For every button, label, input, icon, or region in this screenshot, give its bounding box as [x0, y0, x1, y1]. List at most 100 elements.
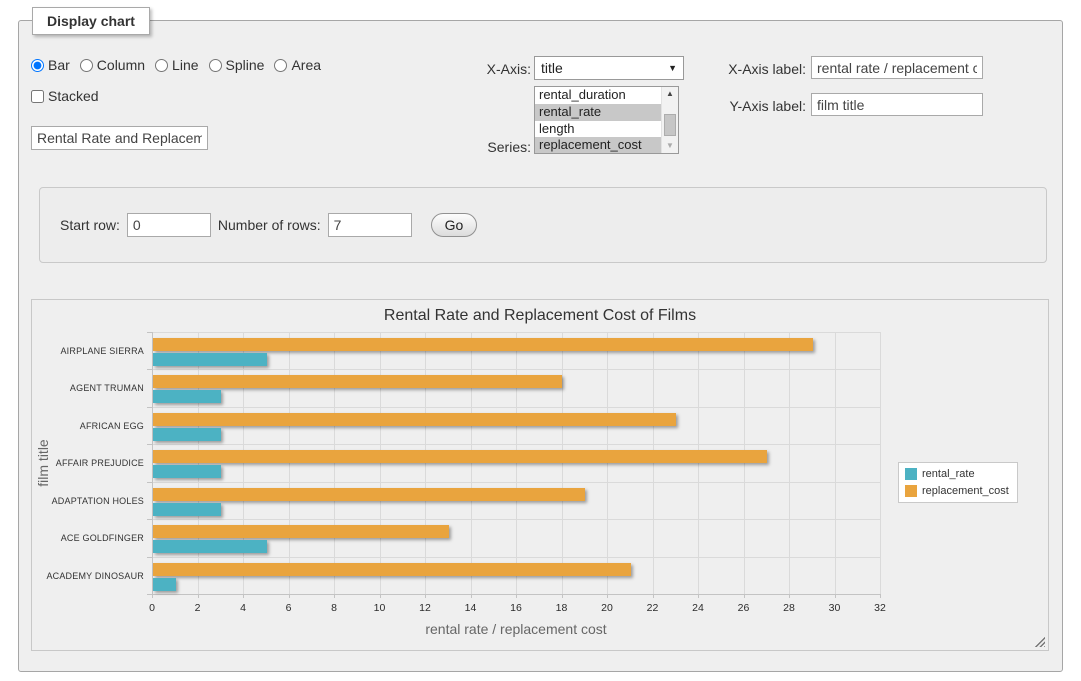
chart-type-radio-column[interactable]	[80, 59, 93, 72]
scroll-down-icon[interactable]: ▼	[662, 139, 678, 153]
stacked-label: Stacked	[48, 88, 99, 104]
legend-item-rental_rate[interactable]: rental_rate	[905, 468, 1009, 480]
bar-replacement_cost	[153, 450, 767, 463]
stacked-option[interactable]: Stacked	[31, 88, 99, 104]
chart-type-radio-area[interactable]	[274, 59, 287, 72]
x-tick-label: 26	[729, 602, 759, 614]
bar-replacement_cost	[153, 413, 676, 426]
x-axis-select[interactable]: title ▼	[534, 56, 684, 80]
x-axis-label-input[interactable]	[811, 56, 983, 79]
chart-type-option-line[interactable]: Line	[155, 57, 198, 73]
bar-rental_rate	[153, 390, 221, 403]
x-tick-label: 16	[501, 602, 531, 614]
series-option-rental_rate[interactable]: rental_rate	[535, 104, 661, 121]
gridline-y	[152, 444, 880, 445]
chart-type-label: Line	[172, 57, 198, 73]
gridline-x	[789, 332, 790, 594]
start-row-input[interactable]	[127, 213, 211, 237]
x-axis-line	[152, 594, 880, 595]
chart-type-radio-spline[interactable]	[209, 59, 222, 72]
category-label: AGENT TRUMAN	[32, 383, 144, 393]
chart-title-input[interactable]	[31, 126, 208, 150]
x-axis-selected-value: title	[541, 60, 563, 76]
x-tick-label: 12	[410, 602, 440, 614]
x-tick-label: 10	[365, 602, 395, 614]
x-tick-label: 0	[137, 602, 167, 614]
x-tick-label: 4	[228, 602, 258, 614]
chart-area: Rental Rate and Replacement Cost of Film…	[31, 299, 1049, 651]
category-label: ACADEMY DINOSAUR	[32, 571, 144, 581]
go-button[interactable]: Go	[431, 213, 478, 237]
bar-rental_rate	[153, 465, 221, 478]
y-axis-label-label: Y-Axis label:	[686, 98, 806, 114]
gridline-y	[152, 332, 880, 333]
bar-replacement_cost	[153, 488, 585, 501]
series-option-rental_duration[interactable]: rental_duration	[535, 87, 661, 104]
chart-type-label: Spline	[226, 57, 265, 73]
bar-replacement_cost	[153, 338, 813, 351]
series-select-label: Series:	[431, 139, 531, 155]
legend-swatch	[905, 468, 917, 480]
series-options: rental_durationrental_ratelengthreplacem…	[535, 87, 678, 154]
stacked-row: Stacked	[31, 88, 99, 104]
x-tick-label: 22	[638, 602, 668, 614]
x-tick-label: 14	[456, 602, 486, 614]
bar-rental_rate	[153, 578, 176, 591]
legend-swatch	[905, 485, 917, 497]
x-tick-label: 28	[774, 602, 804, 614]
stacked-checkbox[interactable]	[31, 90, 44, 103]
chart-type-option-spline[interactable]: Spline	[209, 57, 265, 73]
scrollbar-thumb[interactable]	[664, 114, 676, 136]
resize-handle-icon[interactable]	[1034, 636, 1045, 647]
start-row-label: Start row:	[60, 217, 120, 233]
chart-type-option-area[interactable]: Area	[274, 57, 321, 73]
category-label: ADAPTATION HOLES	[32, 496, 144, 506]
chart-type-radio-group: Bar Column Line Spline Area	[31, 57, 321, 73]
chart-type-radio-bar[interactable]	[31, 59, 44, 72]
x-tick-label: 6	[274, 602, 304, 614]
x-tick-label: 2	[183, 602, 213, 614]
legend-item-replacement_cost[interactable]: replacement_cost	[905, 485, 1009, 497]
x-axis-select-label: X-Axis:	[431, 61, 531, 77]
series-multiselect[interactable]: rental_durationrental_ratelengthreplacem…	[534, 86, 679, 154]
scroll-up-icon[interactable]: ▲	[662, 87, 678, 101]
bar-replacement_cost	[153, 525, 449, 538]
y-axis-title: film title	[35, 439, 51, 486]
gridline-y	[152, 519, 880, 520]
series-option-replacement_cost[interactable]: replacement_cost	[535, 137, 661, 154]
gridline-x	[835, 332, 836, 594]
panel-title: Display chart	[32, 7, 150, 35]
x-tick-label: 18	[547, 602, 577, 614]
chart-type-option-column[interactable]: Column	[80, 57, 145, 73]
x-tick-label: 24	[683, 602, 713, 614]
gridline-y	[152, 369, 880, 370]
category-label: AFRICAN EGG	[32, 421, 144, 431]
x-axis-label-label: X-Axis label:	[686, 61, 806, 77]
listbox-scrollbar[interactable]: ▲ ▼	[661, 87, 678, 153]
x-tick-label: 8	[319, 602, 349, 614]
chart-type-radio-line[interactable]	[155, 59, 168, 72]
chart-type-label: Column	[97, 57, 145, 73]
bar-rental_rate	[153, 353, 267, 366]
gridline-y	[152, 482, 880, 483]
gridline-y	[152, 407, 880, 408]
x-tick-label: 32	[865, 602, 895, 614]
legend-label: replacement_cost	[922, 485, 1009, 497]
chart-title: Rental Rate and Replacement Cost of Film…	[32, 307, 1048, 325]
chart-type-label: Bar	[48, 57, 70, 73]
display-chart-panel: Display chart BarColumnLineSplineArea St…	[18, 20, 1063, 672]
chart-type-option-bar[interactable]: Bar	[31, 57, 70, 73]
x-axis-title: rental rate / replacement cost	[152, 621, 880, 637]
series-option-length[interactable]: length	[535, 121, 661, 138]
chart-legend: rental_rate replacement_cost	[898, 462, 1018, 503]
num-rows-input[interactable]	[328, 213, 412, 237]
y-axis-label-input[interactable]	[811, 93, 983, 116]
x-tick-mark	[880, 594, 881, 598]
x-tick-label: 30	[820, 602, 850, 614]
x-tick-label: 20	[592, 602, 622, 614]
gridline-x	[880, 332, 881, 594]
category-label: ACE GOLDFINGER	[32, 533, 144, 543]
bar-rental_rate	[153, 503, 221, 516]
bar-rental_rate	[153, 428, 221, 441]
legend-label: rental_rate	[922, 468, 975, 480]
